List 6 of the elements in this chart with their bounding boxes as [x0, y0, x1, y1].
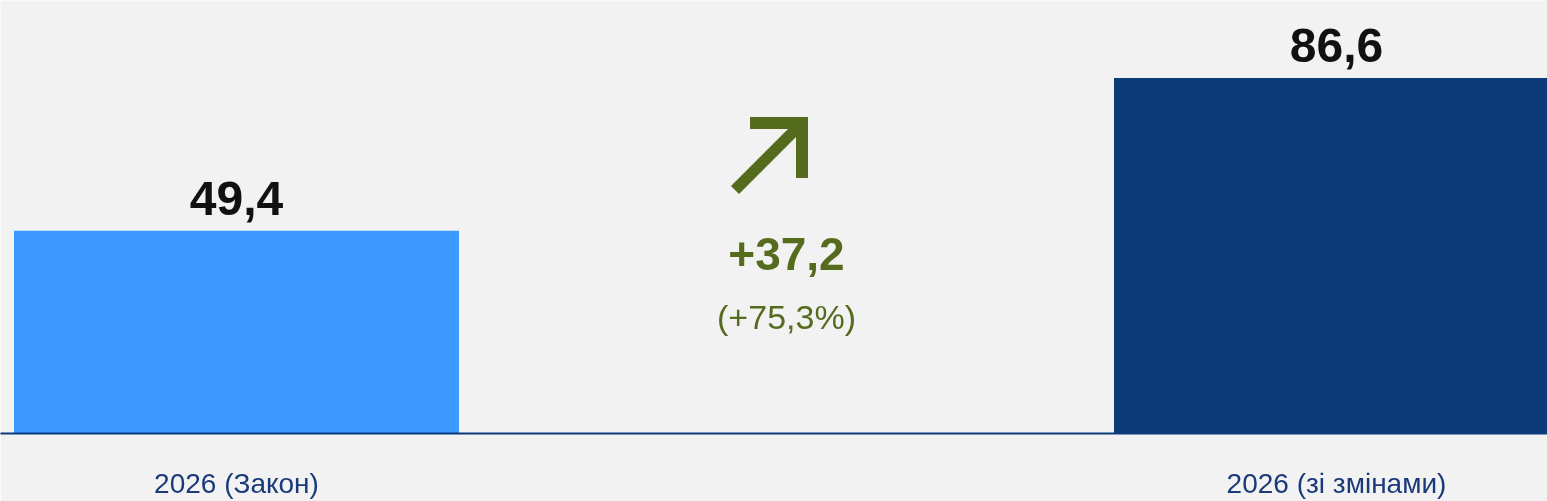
data-label: 49,4 — [189, 172, 284, 225]
data-label: 86,6 — [1289, 19, 1384, 73]
x-tick-label: 2026 (Закон) — [154, 467, 319, 499]
x-tick-label: 2026 (зі змінами) — [1226, 467, 1447, 499]
annotation: (+75,3%) — [717, 297, 856, 336]
annotation: +37,2 — [728, 227, 845, 280]
